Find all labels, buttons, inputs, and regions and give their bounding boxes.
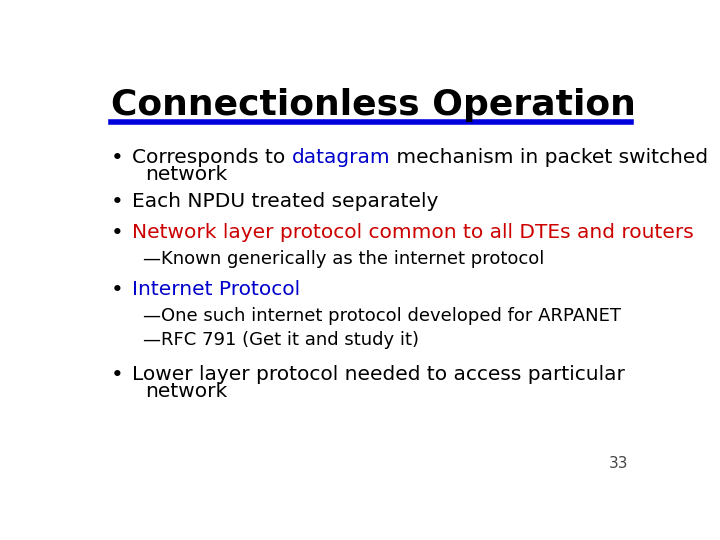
- Text: •: •: [111, 365, 124, 385]
- Text: Corresponds to: Corresponds to: [132, 148, 292, 167]
- Text: mechanism in packet switched: mechanism in packet switched: [390, 148, 708, 167]
- Text: •: •: [111, 148, 124, 168]
- Text: —One such internet protocol developed for ARPANET: —One such internet protocol developed fo…: [143, 307, 621, 325]
- Text: —Known generically as the internet protocol: —Known generically as the internet proto…: [143, 250, 544, 268]
- Text: network: network: [145, 165, 227, 184]
- Text: •: •: [111, 192, 124, 212]
- Text: Connectionless Operation: Connectionless Operation: [111, 87, 636, 122]
- Text: —RFC 791 (Get it and study it): —RFC 791 (Get it and study it): [143, 331, 419, 349]
- Text: 33: 33: [609, 456, 629, 471]
- Text: Each NPDU treated separately: Each NPDU treated separately: [132, 192, 438, 211]
- Text: Network layer protocol common to all DTEs and routers: Network layer protocol common to all DTE…: [132, 223, 693, 242]
- Text: datagram: datagram: [292, 148, 390, 167]
- Text: •: •: [111, 223, 124, 243]
- Text: •: •: [111, 280, 124, 300]
- Text: Lower layer protocol needed to access particular: Lower layer protocol needed to access pa…: [132, 365, 625, 384]
- Text: network: network: [145, 382, 227, 401]
- Text: Internet Protocol: Internet Protocol: [132, 280, 300, 299]
